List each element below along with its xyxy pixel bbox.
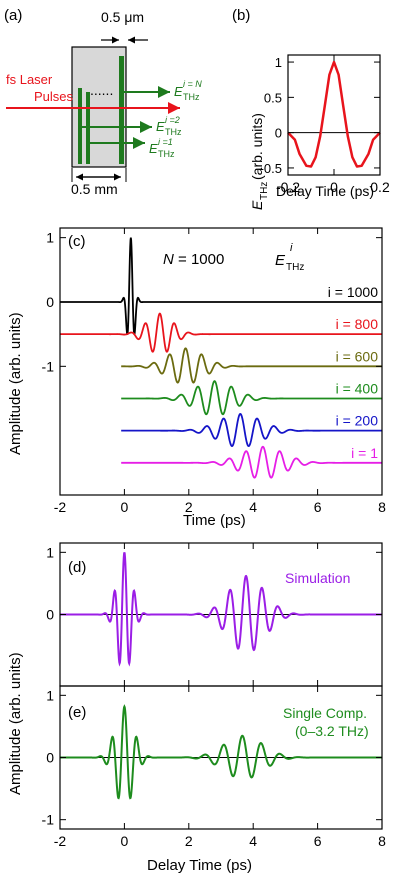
svg-text:E: E — [174, 84, 183, 99]
svg-text:i =2: i =2 — [165, 115, 180, 125]
panel-e-label: (e) — [68, 704, 86, 721]
panel-c-series-line — [60, 312, 382, 353]
panel-c-series-line — [121, 412, 382, 448]
svg-text:E: E — [149, 141, 158, 156]
panel-b-xtick-label: 0.2 — [370, 179, 390, 195]
panel-c-series-label: i = 800 — [336, 316, 379, 332]
svg-text:THz: THz — [165, 127, 182, 137]
svg-text:i = N: i = N — [183, 79, 202, 89]
panel-b-xlabel: Delay Time (ps) — [276, 183, 374, 199]
layer-2 — [78, 88, 82, 164]
panel-a-label: (a) — [4, 7, 22, 24]
panel-c-xlabel: Time (ps) — [183, 512, 246, 529]
panel-e: -2 0 2 4 6 810-1 (e) Single Comp. (0–3.2 THz)… — [42, 685, 386, 874]
panel-b-ytick-label: 1 — [275, 55, 282, 70]
panel-c-e-annotation: E THz i — [275, 242, 304, 273]
panel-b-label: (b) — [232, 7, 250, 24]
panel-e-series-line — [60, 704, 382, 800]
panel-b-xtick-label: 0 — [330, 179, 338, 195]
svg-text:i =1: i =1 — [158, 137, 173, 147]
svg-text:THz: THz — [158, 149, 175, 159]
panel-b-series-line — [287, 60, 381, 168]
panel-c-xtick-label: 8 — [378, 499, 386, 515]
svg-text:E: E — [156, 119, 165, 134]
panel-c-series-label: i = 400 — [336, 380, 379, 396]
panel-e-xtick-label: 6 — [314, 833, 322, 849]
svg-text:E: E — [249, 200, 265, 210]
panel-c-series-line — [121, 445, 382, 479]
panel-d-annotation: Simulation — [285, 570, 350, 586]
layer-n — [119, 56, 124, 164]
panel-e-xlabel: Delay Time (ps) — [147, 857, 252, 874]
panel-c-xtick-label: 4 — [249, 499, 257, 515]
panel-c-series-label: i = 1000 — [328, 284, 378, 300]
panel-c-series-label: i = 600 — [336, 348, 379, 364]
emission-label-2: E THz i =2 — [156, 115, 182, 137]
svg-text:THz: THz — [183, 92, 200, 102]
panel-e-xtick-label: 0 — [121, 833, 129, 849]
panel-c-series-label: i = 200 — [336, 413, 379, 429]
panel-c-n-annotation: N = 1000 — [163, 251, 224, 268]
panel-e-xtick-label: -2 — [54, 833, 67, 849]
panel-e-annotation-2: (0–3.2 THz) — [295, 723, 369, 739]
panel-b-ylabel: E THz (arb. units) — [249, 113, 270, 210]
panel-c: i = 1000 i = 800 i = 600 i = 400 i = 200 i = … — [7, 227, 386, 529]
panel-d-label: (d) — [68, 559, 86, 576]
layer-dots: ...... — [90, 82, 113, 98]
panel-c-label: (c) — [68, 233, 86, 250]
panel-c-series-line — [121, 347, 382, 384]
panel-c-ylabel: Amplitude (arb. units) — [7, 312, 24, 455]
panel-c-xtick-label: -2 — [54, 499, 67, 515]
panel-e-xtick-label: 4 — [249, 833, 257, 849]
panel-c-series-line — [60, 237, 382, 335]
panel-e-xtick-label: 2 — [185, 833, 193, 849]
panel-c-ytick-label: 0 — [46, 294, 54, 310]
svg-text:(arb. units): (arb. units) — [249, 113, 265, 180]
svg-text:THz: THz — [286, 262, 304, 273]
svg-text:i: i — [290, 242, 293, 254]
svg-text:THz: THz — [259, 182, 270, 200]
panel-e-ytick-label: -1 — [42, 812, 55, 828]
emission-label-1: E THz i =1 — [149, 137, 175, 159]
panel-d-ytick-label: 1 — [46, 544, 54, 560]
panel-e-ytick-label: 1 — [46, 687, 54, 703]
width-label: 0.5 mm — [71, 181, 118, 197]
panel-e-annotation-1: Single Comp. — [283, 705, 367, 721]
panel-e-ytick-label: 0 — [46, 750, 54, 766]
panel-b-xtick-label: -0.2 — [276, 179, 300, 195]
shared-ylabel: Amplitude (arb. units) — [7, 652, 24, 795]
emission-label-n: E THz i = N — [174, 79, 202, 102]
thickness-label: 0.5 μm — [101, 9, 144, 25]
panel-c-ytick-label: -1 — [42, 358, 55, 374]
svg-text:E: E — [275, 252, 286, 269]
panel-c-xtick-label: 2 — [185, 499, 193, 515]
panel-c-series-line — [121, 380, 382, 416]
panel-a: (a) 0.5 μm ...... fs Laser Pulses E THz … — [4, 7, 202, 197]
panel-b-ytick-label: -0.5 — [260, 161, 282, 176]
panel-c-frame — [59, 227, 383, 496]
panel-b-ytick-label: 0.5 — [264, 90, 282, 105]
panel-c-ytick-label: 1 — [46, 230, 54, 246]
panel-b-ytick-label: 0 — [275, 126, 282, 141]
panel-b: (b) E THz (arb. units) -0.2 0 0.2 -0.5 0 0.5 1… — [232, 7, 390, 210]
panel-e-xtick-label: 8 — [378, 833, 386, 849]
panel-d: 1 0 (d) Simulation — [46, 542, 383, 687]
panel-c-xtick-label: 0 — [121, 499, 129, 515]
panel-c-series-label: i = 1 — [351, 445, 378, 461]
panel-d-ytick-label: 0 — [46, 607, 54, 623]
panel-d-series-line — [60, 552, 382, 667]
laser-label-1: fs Laser — [6, 72, 53, 87]
panel-c-xtick-label: 6 — [314, 499, 322, 515]
laser-label-2: Pulses — [34, 89, 74, 104]
